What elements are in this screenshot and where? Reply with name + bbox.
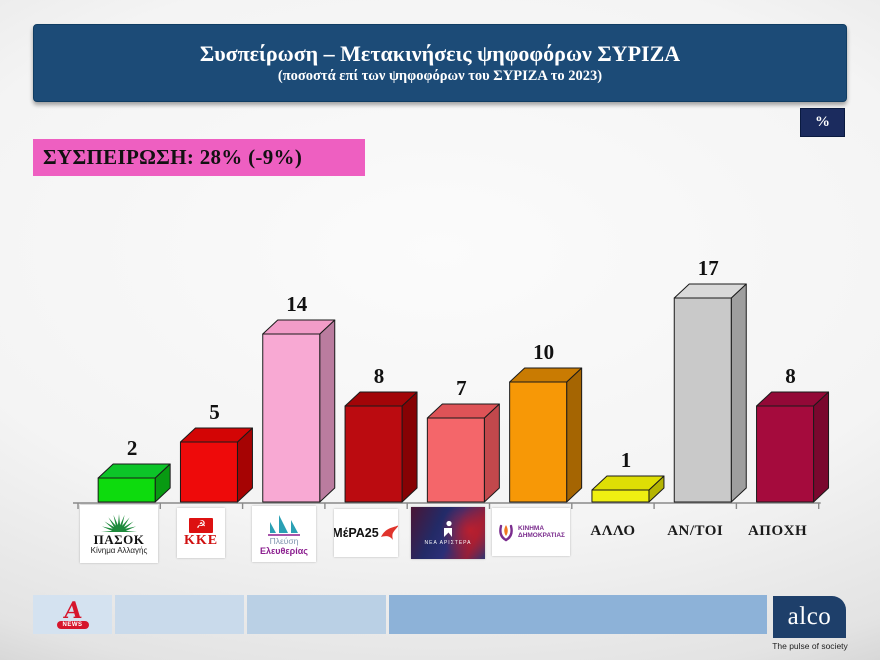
plefsi-logo-line1: Πλεύση [269,535,299,546]
bar-6-ΚΙΝΗΜΑ ΔΗΜΟΚΡΑΤΙΑΣ [509,367,583,503]
alpha-news-logo: A NEWS [33,595,112,634]
bar-8-ΑΝ/ΤΟΙ [673,283,747,503]
summary-banner: ΣΥΣΠΕΙΡΩΣΗ: 28% (-9%) [33,139,365,176]
percent-unit-badge: % [800,108,845,137]
bar-1-ΠΑΣΟΚ [97,463,171,503]
page-subtitle: (ποσοστά επί των ψηφοφόρων του ΣΥΡΙΖΑ το… [277,68,603,84]
bar-5-ΝΕΑ ΑΡΙΣΤΕΡΑ [426,403,500,503]
bar-9-ΑΠΟΧΗ [756,391,830,503]
axis-label-ΑΝ/ΤΟΙ: ΑΝ/ΤΟΙ [667,523,724,539]
kinima-dimokratias-logo: ΚΙΝΗΜΑ ΔΗΜΟΚΡΑΤΙΑΣ [492,508,570,556]
kinima-dimokratias-line2: ΔΗΜΟΚΡΑΤΙΑΣ [518,532,565,539]
kke-logo: ☭ ΚΚΕ [177,508,225,558]
footer-block-alpha: A NEWS [33,595,112,634]
footer-block-4 [389,595,767,634]
footer-block-3 [247,595,386,634]
page-title: Συσπείρωση – Μετακινήσεις ψηφοφόρων ΣΥΡΙ… [199,41,681,66]
value-label-ΠΛΕΥΣΗ ΕΛΕΥΘΕΡΙΑΣ: 14 [286,292,308,316]
bar-2-ΚΚΕ [179,427,253,503]
bar-4-ΜέΡΑ25 [344,391,418,503]
alco-tagline: The pulse of society [772,641,848,651]
kke-logo-text: ΚΚΕ [183,532,219,548]
footer-block-2 [115,595,244,634]
value-label-ΚΚΕ: 5 [209,400,220,424]
pasok-logo-text: ΠΑΣΟΚ [93,532,145,547]
value-label-ΑΝ/ΤΟΙ: 17 [698,256,719,280]
kinima-dimokratias-line1: ΚΙΝΗΜΑ [518,524,545,532]
value-label-ΜέΡΑ25: 8 [374,364,385,388]
pasok-logo: ΠΑΣΟΚ Κίνημα Αλλαγής [80,505,158,563]
alco-logo-text: alco [787,603,832,630]
pasok-logo-subtext: Κίνημα Αλλαγής [90,546,148,555]
value-label-ΚΙΝΗΜΑ ΔΗΜΟΚΡΑΤΙΑΣ: 10 [533,340,554,364]
plefsi-logo-line2: Ελευθερίας [260,545,308,556]
mera25-logo: ΜέΡΑ25 [334,509,398,557]
value-label-ΑΛΛΟ: 1 [621,448,632,472]
alpha-a-icon: A [62,596,83,624]
axis-label-ΑΠΟΧΗ: ΑΠΟΧΗ [747,523,808,539]
alpha-news-badge: NEWS [56,620,89,629]
plefsi-logo: Πλεύση Ελευθερίας [252,506,316,562]
bar-7-ΑΛΛΟ [591,475,665,503]
nea-aristera-logo-text: ΝΕΑ ΑΡΙΣΤΕΡΑ [424,540,472,546]
nea-aristera-logo: ΝΕΑ ΑΡΙΣΤΕΡΑ [411,507,485,559]
header-banner: Συσπείρωση – Μετακινήσεις ψηφοφόρων ΣΥΡΙ… [33,24,847,102]
value-label-ΑΠΟΧΗ: 8 [785,364,796,388]
axis-label-ΑΛΛΟ: ΑΛΛΟ [590,523,636,539]
value-label-ΝΕΑ ΑΡΙΣΤΕΡΑ: 7 [456,376,467,400]
mera25-logo-text: ΜέΡΑ25 [334,526,379,540]
kke-flag-icon: ☭ [189,517,213,533]
x-axis [73,502,821,509]
value-label-ΠΑΣΟΚ: 2 [127,436,138,460]
alco-logo: alco [773,596,846,638]
bar-3-ΠΛΕΥΣΗ ΕΛΕΥΘΕΡΙΑΣ [262,319,336,503]
